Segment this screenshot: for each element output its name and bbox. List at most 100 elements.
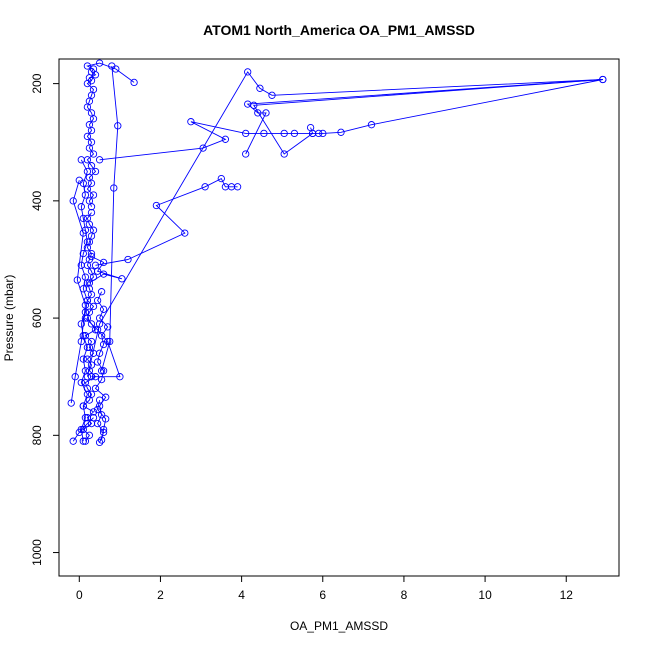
data-point — [89, 302, 98, 311]
x-axis-label: OA_PM1_AMSSD — [290, 619, 388, 633]
data-point — [71, 373, 79, 381]
data-point — [83, 355, 92, 363]
y-tick-label: 1000 — [30, 539, 44, 566]
data-point — [97, 411, 106, 419]
x-axis: 0 2 4 6 8 10 12 — [76, 575, 574, 602]
data-point — [99, 425, 108, 434]
data-point — [93, 419, 102, 428]
data-point — [89, 191, 98, 199]
data-point — [87, 208, 96, 217]
data-point — [124, 255, 132, 264]
data-point — [201, 183, 209, 191]
x-tick-label: 4 — [238, 588, 245, 602]
data-point — [97, 288, 106, 296]
x-tick-label: 2 — [157, 588, 164, 602]
series-line — [70, 180, 86, 404]
data-point — [81, 301, 90, 309]
data-point — [280, 129, 288, 138]
data-point — [99, 258, 108, 267]
data-point — [87, 252, 96, 261]
data-point — [89, 85, 98, 94]
data-point — [87, 320, 96, 328]
data-point — [102, 393, 110, 401]
data-point — [77, 378, 85, 387]
data-point — [599, 75, 607, 84]
data-point — [256, 84, 264, 92]
data-point — [77, 337, 85, 346]
data-point — [242, 150, 250, 158]
data-point — [93, 326, 102, 334]
data-point — [319, 129, 327, 138]
data-point — [91, 261, 100, 269]
y-axis: 200 400 600 800 1000 — [30, 73, 60, 566]
data-point — [199, 144, 207, 152]
y-tick-label: 400 — [30, 191, 44, 211]
data-point — [104, 337, 112, 346]
data-point — [89, 408, 98, 416]
data-point — [67, 399, 75, 407]
data-point — [83, 167, 92, 176]
data-point — [217, 174, 225, 183]
data-point — [87, 361, 96, 369]
data-point — [102, 415, 110, 423]
series-line — [85, 317, 121, 378]
series-line — [72, 417, 94, 442]
data-point — [95, 59, 104, 67]
data-point — [87, 138, 96, 146]
data-point — [95, 396, 104, 404]
data-point — [152, 201, 161, 210]
data-point — [244, 68, 252, 76]
plot-data — [67, 59, 607, 447]
data-point — [95, 349, 104, 357]
data-point — [87, 390, 96, 398]
series-line — [86, 71, 603, 377]
x-tick-label: 12 — [560, 588, 574, 602]
data-point — [83, 390, 92, 398]
data-point — [87, 373, 96, 381]
data-point — [104, 323, 112, 331]
y-axis-label: Pressure (mbar) — [2, 275, 16, 362]
data-point — [81, 273, 90, 281]
data-point — [290, 129, 299, 138]
data-point — [181, 229, 189, 237]
data-point — [221, 135, 230, 143]
data-point — [242, 129, 250, 138]
data-point — [83, 238, 92, 246]
data-point — [99, 367, 108, 375]
data-point — [99, 305, 108, 313]
data-point — [95, 438, 104, 447]
data-point — [81, 437, 90, 445]
data-point — [73, 276, 81, 284]
data-point — [85, 197, 94, 205]
data-point — [69, 197, 77, 205]
data-point — [306, 123, 315, 132]
x-tick-label: 10 — [478, 588, 492, 602]
data-point — [79, 402, 87, 410]
series-line — [89, 256, 123, 284]
data-point — [79, 229, 87, 237]
data-point — [97, 436, 106, 444]
data-point — [91, 384, 100, 393]
data-point — [77, 320, 85, 328]
data-point — [97, 332, 106, 340]
data-point — [89, 226, 98, 234]
data-point — [77, 203, 85, 211]
plot-frame — [58, 58, 620, 577]
y-tick-label: 200 — [30, 73, 44, 93]
data-point — [367, 121, 376, 129]
data-point — [118, 275, 126, 283]
data-point — [110, 184, 118, 192]
data-point — [81, 314, 90, 322]
data-point — [89, 414, 98, 422]
data-point — [187, 118, 195, 126]
data-point — [79, 437, 87, 445]
data-point — [95, 402, 104, 410]
data-point — [93, 358, 102, 366]
data-point — [69, 437, 77, 445]
data-point — [116, 373, 124, 381]
data-point — [250, 101, 258, 109]
data-point — [75, 176, 83, 184]
data-point — [87, 162, 96, 170]
data-point — [83, 214, 92, 223]
data-point — [93, 405, 102, 414]
